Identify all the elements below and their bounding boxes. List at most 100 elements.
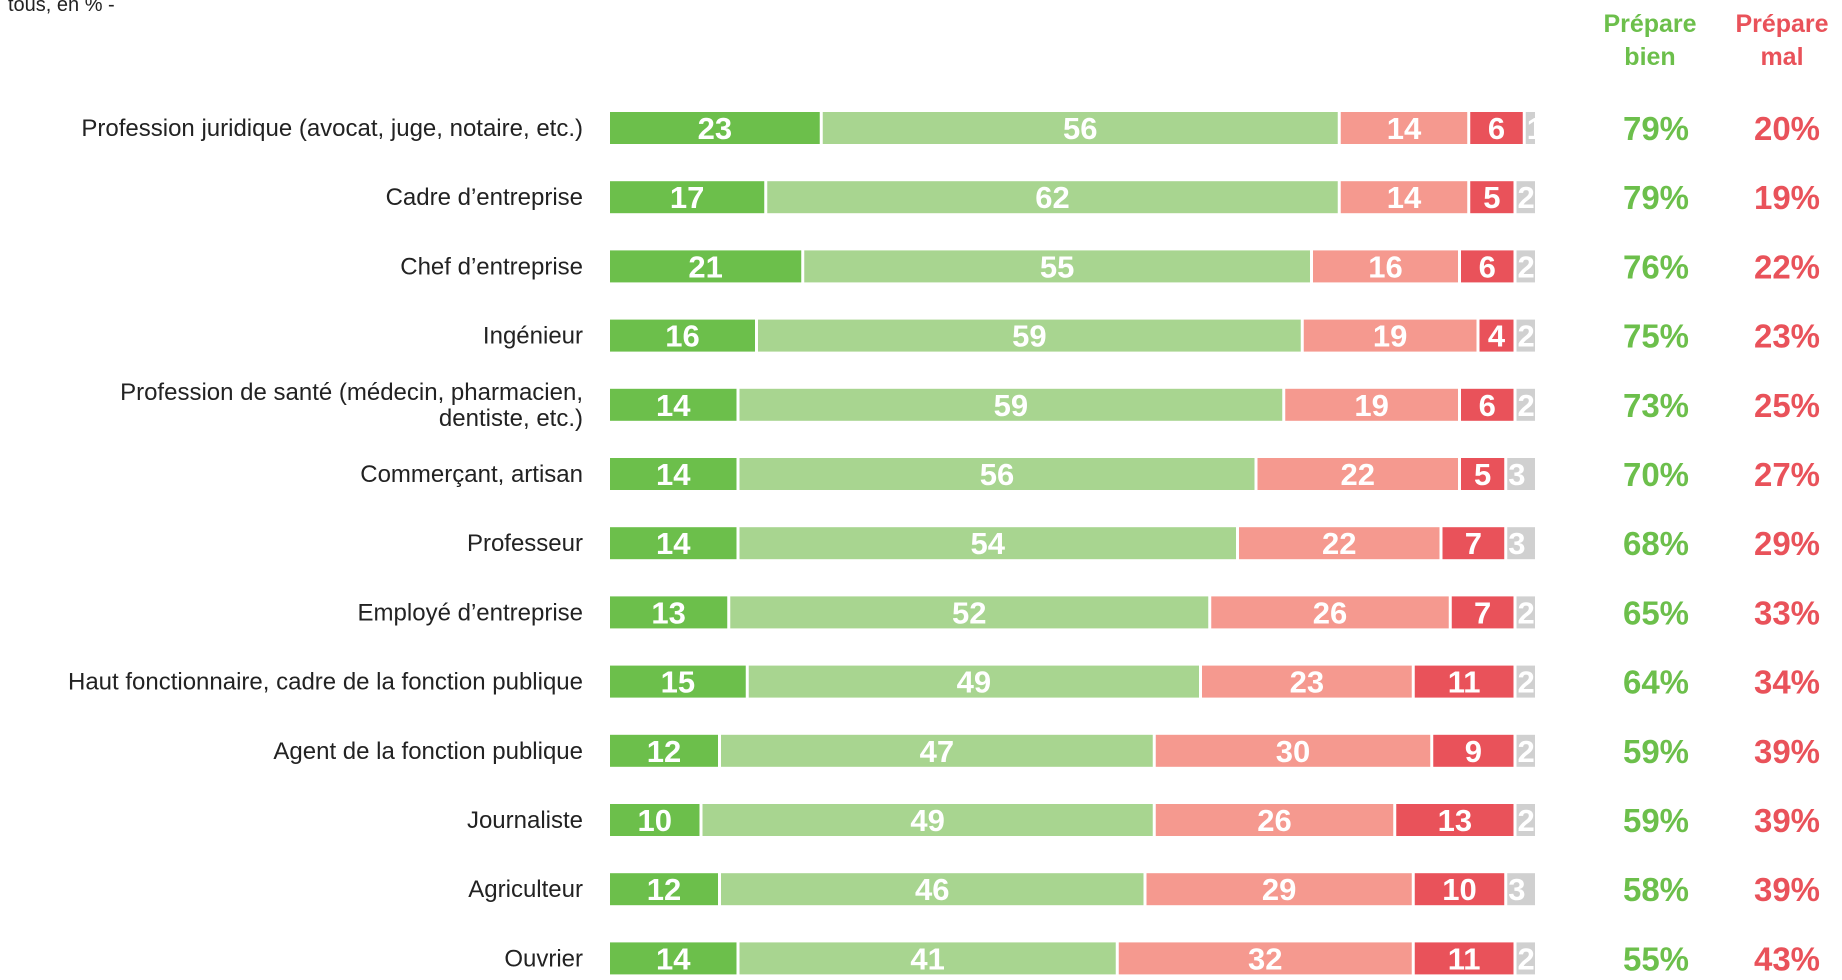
segment-value-label: 2 <box>1518 595 1535 630</box>
total-prepare-mal: 22% <box>1754 248 1820 285</box>
segment-value-label: 2 <box>1518 249 1535 284</box>
segment-value-label: 14 <box>656 526 691 561</box>
bar-segment-tres-mal <box>1433 734 1514 767</box>
bar-segment-nsp <box>1507 527 1535 560</box>
bar-segment-tres-mal <box>1396 804 1514 836</box>
bar-segment-tres-mal <box>1461 250 1514 283</box>
bar-segment-tres-bien <box>610 734 718 767</box>
bar-segment-plutot-bien <box>822 112 1338 144</box>
bar-segment-nsp <box>1516 942 1535 975</box>
bar-segment-plutot-bien <box>748 665 1199 698</box>
category-label: Agriculteur <box>468 876 583 903</box>
bar-segment-tres-bien <box>610 319 755 352</box>
total-prepare-mal: 27% <box>1754 456 1820 493</box>
bar-segment-plutot-bien <box>721 873 1144 906</box>
segment-value-label: 14 <box>1387 111 1422 146</box>
bar-segment-plutot-bien <box>739 942 1116 975</box>
segment-value-label: 6 <box>1479 249 1496 284</box>
total-prepare-bien: 75% <box>1623 318 1689 355</box>
bar-segment-plutot-mal <box>1202 665 1412 698</box>
bar-segment-plutot-mal <box>1239 527 1440 560</box>
category-label: Ouvrier <box>504 945 583 972</box>
segment-value-label: 16 <box>665 319 699 354</box>
bar-segment-plutot-mal <box>1313 250 1458 283</box>
bar-segment-plutot-mal <box>1303 319 1477 352</box>
segment-value-label: 41 <box>910 941 944 976</box>
segment-value-label: 2 <box>1518 388 1535 423</box>
segment-value-label: 46 <box>915 872 949 907</box>
segment-value-label: 59 <box>994 388 1028 423</box>
segment-value-label: 13 <box>651 595 685 630</box>
total-prepare-mal: 23% <box>1754 318 1820 355</box>
segment-value-label: 19 <box>1354 388 1388 423</box>
segment-value-label: 47 <box>920 734 954 769</box>
segment-value-label: 23 <box>698 111 732 146</box>
bar-segment-tres-bien <box>610 250 802 283</box>
bar-segment-tres-bien <box>610 527 737 560</box>
bar-segment-plutot-bien <box>804 250 1310 283</box>
bar-segment-plutot-mal <box>1155 804 1394 836</box>
chart-subtitle: tous, en % - <box>8 0 115 16</box>
total-prepare-bien: 65% <box>1623 594 1689 631</box>
segment-value-label: 2 <box>1518 665 1535 700</box>
segment-value-label: 7 <box>1465 526 1482 561</box>
header-prepare-mal: Prépare mal <box>1735 10 1829 71</box>
total-prepare-bien: 59% <box>1623 733 1689 770</box>
total-prepare-bien: 59% <box>1623 802 1689 839</box>
bar-segment-plutot-mal <box>1257 458 1458 490</box>
bar-segment-tres-bien <box>610 181 765 214</box>
bar-segment-tres-bien <box>610 596 728 629</box>
segment-value-label: 6 <box>1479 388 1496 423</box>
total-prepare-mal: 33% <box>1754 594 1820 631</box>
bar-segment-tres-bien <box>610 665 746 698</box>
bar-segment-tres-bien <box>610 388 737 421</box>
segment-value-label: 49 <box>957 665 991 700</box>
total-prepare-mal: 34% <box>1754 664 1820 701</box>
bar-segment-plutot-bien <box>730 596 1209 629</box>
segment-value-label: 2 <box>1518 180 1535 215</box>
bar-segment-nsp <box>1507 458 1535 490</box>
segment-value-label: 2 <box>1518 319 1535 354</box>
category-label: Chef d’entreprise <box>400 253 583 280</box>
bar-segment-plutot-mal <box>1340 112 1468 144</box>
segment-value-label: 54 <box>971 526 1006 561</box>
total-prepare-mal: 39% <box>1754 733 1820 770</box>
segment-value-label: 62 <box>1035 180 1069 215</box>
segment-value-label: 14 <box>656 388 691 423</box>
bar-segment-tres-mal <box>1479 319 1514 352</box>
total-prepare-bien: 76% <box>1623 248 1689 285</box>
segment-value-label: 52 <box>952 595 986 630</box>
segment-value-label: 13 <box>1438 803 1472 838</box>
bar-segment-nsp <box>1516 250 1535 283</box>
bar-segment-plutot-mal <box>1211 596 1449 629</box>
category-label: Cadre d’entreprise <box>386 184 583 211</box>
bar-segment-tres-mal <box>1414 665 1514 698</box>
total-prepare-bien: 70% <box>1623 456 1689 493</box>
segment-value-label: 14 <box>656 941 691 976</box>
segment-value-label: 12 <box>647 872 681 907</box>
segment-value-label: 3 <box>1508 872 1525 907</box>
total-prepare-bien: 55% <box>1623 940 1689 977</box>
bar-segment-tres-mal <box>1451 596 1514 629</box>
category-label: Agent de la fonction publique <box>273 738 583 765</box>
segment-value-label: 3 <box>1508 457 1525 492</box>
bar-segment-plutot-bien <box>721 734 1153 767</box>
bar-segment-tres-mal <box>1470 112 1523 144</box>
segment-value-label: 19 <box>1373 319 1407 354</box>
bar-segment-plutot-bien <box>767 181 1338 214</box>
header-prepare-bien: Prépare bien <box>1603 10 1697 71</box>
total-prepare-mal: 20% <box>1754 110 1820 147</box>
category-label: Haut fonctionnaire, cadre de la fonction… <box>68 669 583 696</box>
category-label: Employé d’entreprise <box>358 599 583 626</box>
bar-segment-tres-mal <box>1470 181 1514 214</box>
segment-value-label: 17 <box>670 180 704 215</box>
bar-segment-tres-mal <box>1414 942 1514 975</box>
total-prepare-bien: 58% <box>1623 871 1689 908</box>
bar-segment-nsp <box>1516 319 1535 352</box>
segment-value-label: 59 <box>1012 319 1046 354</box>
bar-segment-plutot-bien <box>739 388 1283 421</box>
segment-value-label: 29 <box>1262 872 1296 907</box>
bar-segment-plutot-mal <box>1340 181 1468 214</box>
bar-segment-tres-bien <box>610 942 737 975</box>
